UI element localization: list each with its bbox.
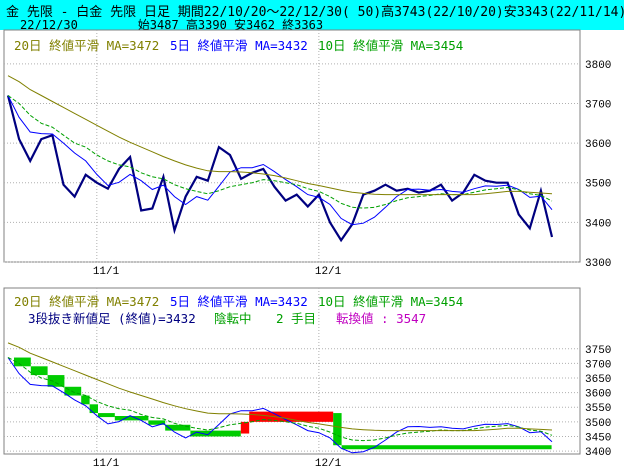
bottom-plot-frame (3, 287, 581, 455)
bottom-x-tick-label: 12/1 (315, 458, 342, 470)
top-legend-ma20: 20日 終値平滑 MA=3472 (14, 38, 160, 53)
kagi-up-block (240, 421, 250, 434)
bottom-y-tick-label: 3700 (585, 359, 611, 371)
ma20-series-line (7, 75, 553, 196)
bottom-y-tick-label: 3650 (585, 374, 611, 386)
kagi-status: 陰転中 (214, 311, 252, 326)
bottom-ma20-line (7, 342, 553, 432)
kagi-down-block (148, 420, 166, 425)
bottom-y-tick-label: 3750 (585, 345, 611, 357)
bottom-y-tick-label: 3600 (585, 389, 611, 401)
bottom-y-tick-label: 3550 (585, 403, 611, 415)
header-period-line: 金 先限 - 白金 先限 日足 期間22/10/20～22/12/30( 50)… (6, 5, 624, 20)
top-y-tick-label: 3600 (585, 139, 611, 151)
kagi-up-block (249, 411, 334, 422)
kagi-step: 2 手目 (276, 311, 317, 326)
bottom-y-tick-label: 3450 (585, 432, 611, 444)
kagi-down-block (14, 357, 31, 367)
top-plot-frame (3, 29, 581, 263)
bottom-legend-ma20: 20日 終値平滑 MA=3472 (14, 294, 160, 309)
top-legend-ma10: 10日 終値平滑 MA=3454 (318, 38, 464, 53)
kagi-down-block (47, 375, 65, 387)
top-y-tick-label: 3500 (585, 179, 611, 191)
header-date: 22/12/30 (20, 18, 78, 32)
kagi-down-block (165, 424, 191, 431)
close-series-line (6, 95, 554, 243)
ma5-series-line (7, 95, 553, 226)
top-y-tick-label: 3800 (585, 60, 611, 72)
kagi-down-block (30, 366, 48, 376)
header-ohlc-line: 22/12/30 始3487 高3390 安3462 終3363 (20, 16, 323, 33)
kagi-down-block (341, 445, 552, 450)
kagi-label: 3段抜き新値足 (終値)=3432 (28, 311, 196, 326)
bottom-ma5-line (7, 357, 553, 454)
kagi-down-block (190, 430, 241, 437)
top-x-tick-label: 12/1 (315, 266, 342, 278)
top-y-tick-label: 3700 (585, 99, 611, 111)
kagi-down-block (114, 416, 149, 421)
kagi-turn-value: 転換値 : 3547 (336, 311, 427, 326)
bottom-x-tick-label: 11/1 (93, 458, 120, 470)
kagi-down-block (333, 413, 342, 446)
title-bar: 金 先限 - 白金 先限 日足 期間22/10/20～22/12/30( 50)… (0, 0, 624, 33)
kagi-down-block (98, 413, 115, 418)
kagi-down-block (89, 404, 98, 414)
bottom-ma10-line (7, 357, 553, 442)
bottom-y-tick-label: 3400 (585, 447, 611, 459)
top-x-tick-label: 11/1 (93, 266, 120, 278)
top-y-tick-label: 3400 (585, 218, 611, 230)
top-y-tick-label: 3300 (585, 258, 611, 270)
top-legend-ma5: 5日 終値平滑 MA=3432 (170, 38, 308, 53)
header-ohlc: 始3487 高3390 安3462 終3363 (137, 18, 324, 32)
bottom-legend-ma5: 5日 終値平滑 MA=3432 (170, 294, 308, 309)
bottom-legend-ma10: 10日 終値平滑 MA=3454 (318, 294, 464, 309)
ma10-series-line (7, 95, 553, 209)
bottom-y-tick-label: 3500 (585, 418, 611, 430)
kagi-down-block (81, 395, 90, 405)
